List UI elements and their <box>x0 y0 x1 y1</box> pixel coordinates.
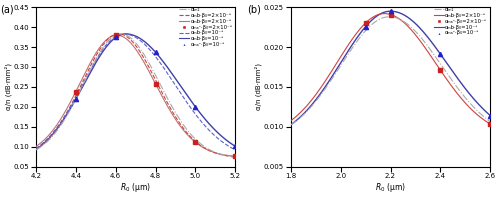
Text: (a): (a) <box>0 4 14 14</box>
Legend: αₗₘ₂, αₘb·β₀=2×10⁻⁶, αₘb·β₀=2×10⁻⁶, αₘₐˣ·β₀=2×10⁻⁶, αₘb·β₀=10⁻⁵, αₘb·β₀=10⁻⁵, αₘ: αₗₘ₂, αₘb·β₀=2×10⁻⁶, αₘb·β₀=2×10⁻⁶, αₘₐˣ… <box>178 7 233 48</box>
Y-axis label: α/n (dB·mm²): α/n (dB·mm²) <box>254 63 262 110</box>
Text: (b): (b) <box>247 4 260 14</box>
Y-axis label: α/n (dB·mm²): α/n (dB·mm²) <box>4 63 12 110</box>
X-axis label: $R_0$ (μm): $R_0$ (μm) <box>375 181 406 194</box>
X-axis label: $R_0$ (μm): $R_0$ (μm) <box>120 181 151 194</box>
Legend: αₗₘ₂, αₘb·β₀=2×10⁻⁶, αₘₐˣ·β₀=2×10⁻⁶, αₘb·β₀=10⁻⁵, αₘₐˣ·β₀=10⁻⁵: αₗₘ₂, αₘb·β₀=2×10⁻⁶, αₘₐˣ·β₀=2×10⁻⁶, αₘb… <box>434 7 488 36</box>
